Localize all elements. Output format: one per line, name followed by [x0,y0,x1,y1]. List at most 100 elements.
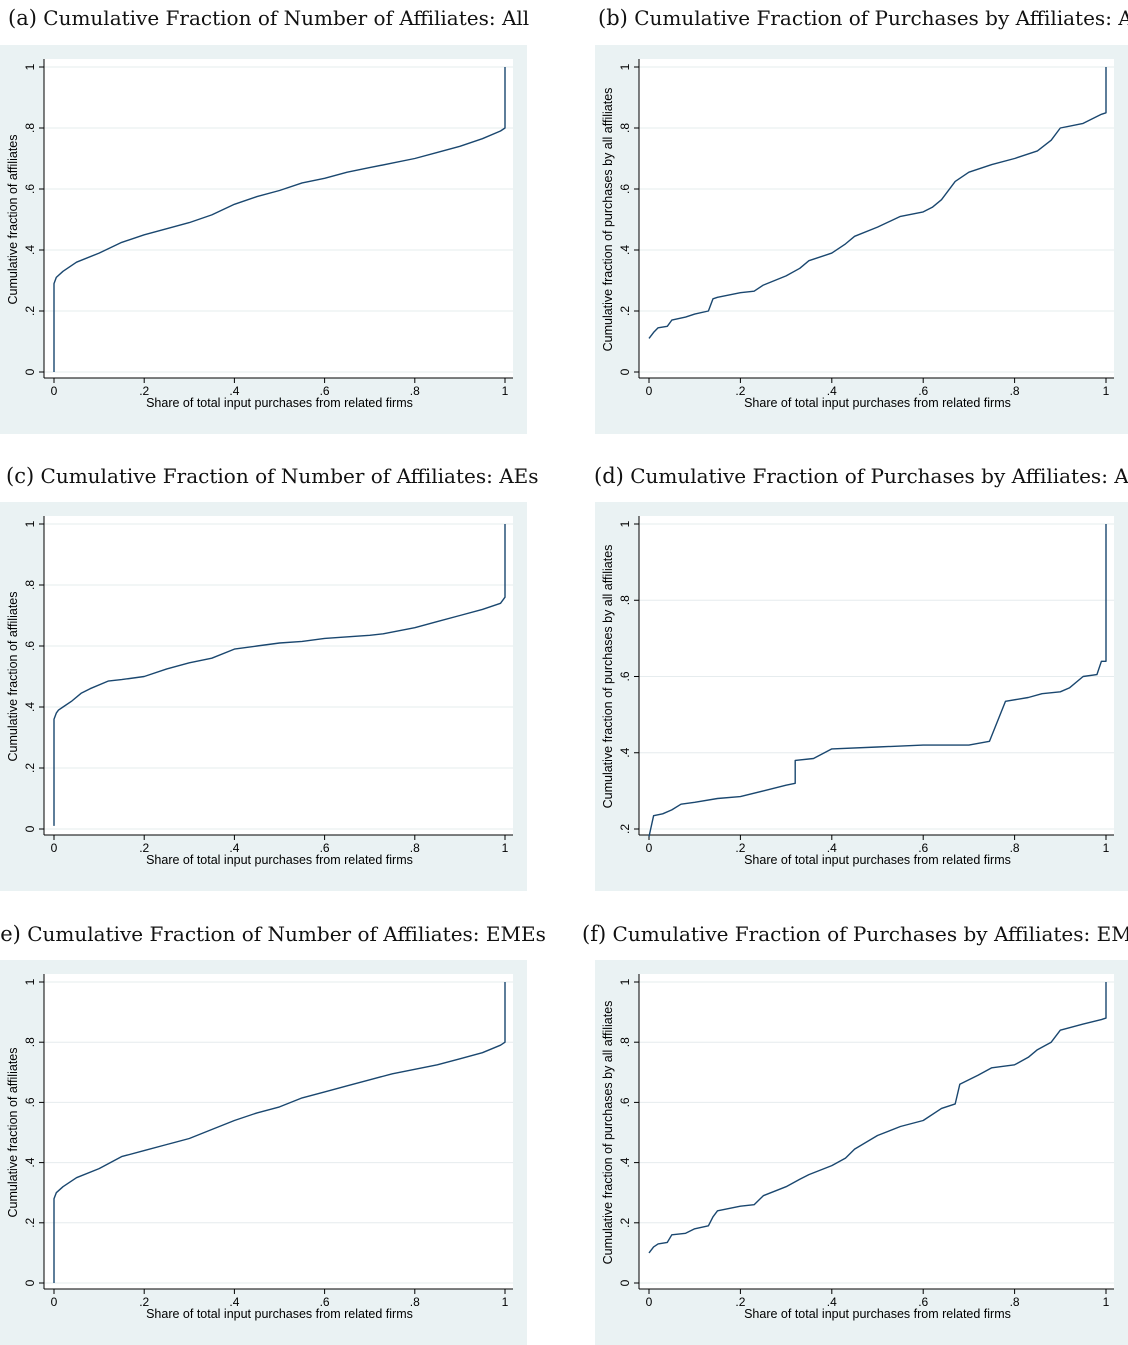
panel-title-a: (a) Cumulative Fraction of Number of Aff… [8,6,529,30]
y-tick-label: .2 [618,1217,632,1227]
chart-title-e: Cumulative Fraction of Number of Affilia… [27,922,546,946]
x-axis-title: Share of total input purchases from rela… [146,1307,413,1321]
panel-title-c: (c) Cumulative Fraction of Number of Aff… [6,464,539,488]
y-tick-label: .6 [618,184,632,194]
y-tick-label: .4 [23,1157,37,1167]
chart-b: 0 .2 .4 .6 .8 1 0 .2 .4 .6 .8 1 Share of total input… [595,45,1128,434]
x-tick-label: 1 [1103,841,1110,855]
chart-title-d: Cumulative Fraction of Purchases by Affi… [630,464,1128,488]
y-tick-label: .6 [23,184,37,194]
y-tick-label: .2 [618,306,632,316]
x-tick-label: 0 [646,841,653,855]
chart-e: 0 .2 .4 .6 .8 1 0 .2 .4 .6 .8 1 Share of total input… [0,960,527,1345]
x-tick-label: .6 [320,384,330,398]
panel-title-b: (b) Cumulative Fraction of Purchases by … [598,6,1128,30]
y-tick-label: 1 [618,520,632,527]
x-tick-label: .4 [827,384,837,398]
y-tick-label: 0 [618,368,632,375]
y-tick-label: 1 [618,978,632,985]
y-tick-label: 0 [23,1279,37,1286]
x-axis-title: Share of total input purchases from rela… [744,1307,1011,1321]
y-axis-title: Cumulative fraction of affiliates [6,592,20,762]
x-tick-label: .6 [918,384,928,398]
chart-c: 0 .2 .4 .6 .8 1 0 .2 .4 .6 .8 1 Share of total input… [0,502,527,891]
y-tick-label: .8 [618,1037,632,1047]
x-tick-label: .6 [918,841,928,855]
chart-f: 0 .2 .4 .6 .8 1 0 .2 .4 .6 .8 1 Share of total input… [595,960,1128,1345]
plot-area [639,516,1114,835]
y-tick-label: 0 [23,368,37,375]
x-tick-label: .2 [139,384,149,398]
series-line [648,982,1107,1254]
y-axis-title: Cumulative fraction of purchases by all … [601,545,615,809]
y-tick-label: .4 [618,245,632,255]
x-axis-title: Share of total input purchases from rela… [744,396,1011,410]
x-axis-title: Share of total input purchases from rela… [744,853,1011,867]
panel-label-b: (b) [598,6,628,30]
y-tick-label: .2 [23,306,37,316]
x-tick-label: .4 [229,1295,239,1309]
x-tick-label: .2 [139,841,149,855]
y-tick-label: 0 [23,825,37,832]
y-tick-label: .8 [618,595,632,605]
y-tick-label: .4 [23,702,37,712]
x-tick-label: .4 [827,841,837,855]
series-line [53,982,506,1283]
y-tick-label: .2 [618,824,632,834]
x-tick-label: .8 [410,841,420,855]
y-tick-label: .2 [23,763,37,773]
chart-d: .2 .4 .6 .8 1 0 .2 .4 .6 .8 1 Share of total input … [595,502,1128,891]
x-tick-label: .4 [229,841,239,855]
x-tick-label: .4 [827,1295,837,1309]
panel-label-d: (d) [594,464,624,488]
x-tick-label: 0 [646,1295,653,1309]
plot-area [44,974,513,1289]
chart-title-f: Cumulative Fraction of Purchases by Affi… [612,922,1128,946]
y-tick-label: 1 [23,63,37,70]
x-tick-label: 1 [502,841,509,855]
y-tick-label: .6 [23,641,37,651]
x-tick-label: .8 [410,384,420,398]
y-axis-title: Cumulative fraction of purchases by all … [601,88,615,352]
x-axis-title: Share of total input purchases from rela… [146,853,413,867]
panel-title-e: (e) Cumulative Fraction of Number of Aff… [0,922,546,946]
chart-title-a: Cumulative Fraction of Number of Affilia… [43,6,530,30]
x-tick-label: 1 [502,1295,509,1309]
plot-area [639,59,1114,378]
y-tick-label: 0 [618,1279,632,1286]
panel-label-a: (a) [8,6,37,30]
x-tick-label: .6 [320,841,330,855]
y-axis-title: Cumulative fraction of affiliates [6,135,20,305]
x-tick-label: 0 [51,384,58,398]
y-tick-label: .2 [23,1217,37,1227]
x-tick-label: 1 [1103,1295,1110,1309]
series-line [648,524,1107,837]
y-tick-label: .8 [23,580,37,590]
y-tick-label: .4 [23,245,37,255]
y-tick-label: .8 [23,1037,37,1047]
panel-label-f: (f) [582,922,607,946]
series-line [53,67,506,372]
x-tick-label: 1 [1103,384,1110,398]
plot-area [44,59,513,378]
series-line [53,524,506,826]
x-axis-title: Share of total input purchases from rela… [146,396,413,410]
x-tick-label: 1 [502,384,509,398]
x-tick-label: .2 [139,1295,149,1309]
y-tick-label: 1 [23,978,37,985]
x-tick-label: .8 [1010,1295,1020,1309]
x-tick-label: .8 [1010,384,1020,398]
x-tick-label: .2 [735,1295,745,1309]
x-tick-label: .6 [918,1295,928,1309]
x-tick-label: 0 [646,384,653,398]
x-tick-label: .6 [320,1295,330,1309]
x-tick-label: .8 [1010,841,1020,855]
plot-area [44,516,513,835]
y-tick-label: .6 [618,1097,632,1107]
y-tick-label: .6 [618,671,632,681]
y-tick-label: .8 [618,123,632,133]
panel-label-c: (c) [6,464,35,488]
chart-title-b: Cumulative Fraction of Purchases by Affi… [634,6,1128,30]
chart-title-c: Cumulative Fraction of Number of Affilia… [40,464,539,488]
y-tick-label: 1 [23,520,37,527]
